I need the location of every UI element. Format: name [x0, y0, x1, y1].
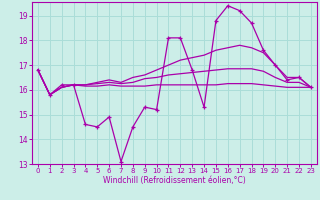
X-axis label: Windchill (Refroidissement éolien,°C): Windchill (Refroidissement éolien,°C)	[103, 176, 246, 185]
